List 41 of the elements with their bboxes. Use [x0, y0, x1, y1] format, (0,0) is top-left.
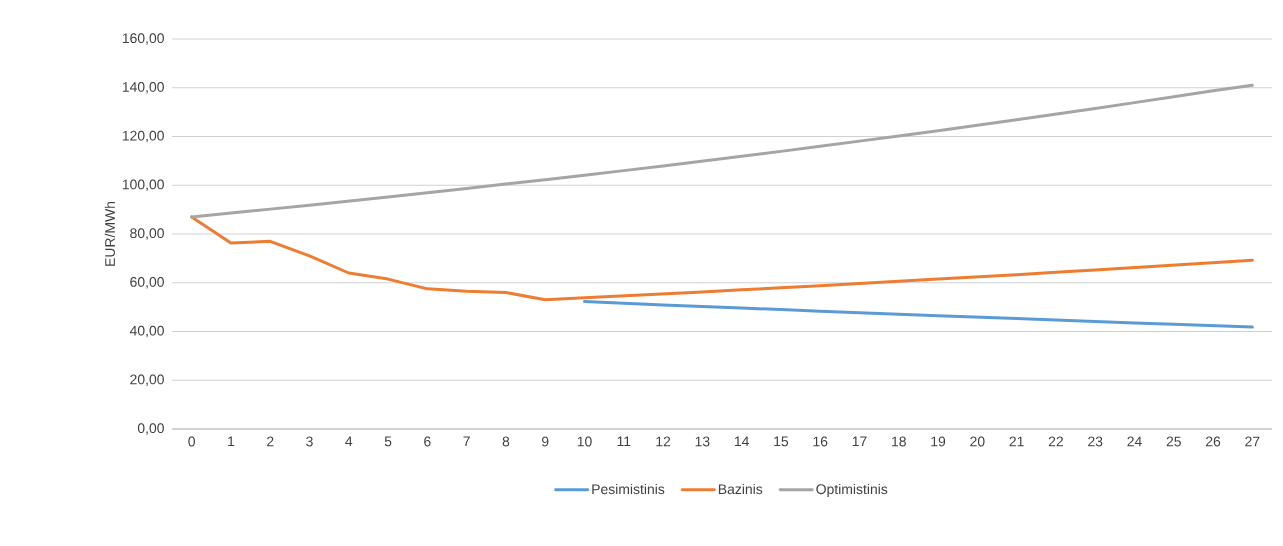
x-tick-label: 5 [384, 436, 392, 447]
x-tick-label: 20 [970, 436, 985, 447]
x-tick-label: 16 [813, 436, 828, 447]
x-tick-label: 22 [1048, 436, 1063, 447]
x-tick-label: 18 [892, 436, 906, 447]
y-tick-label: 20,00 [130, 374, 164, 387]
x-tick-label: 11 [617, 436, 631, 447]
x-tick-label: 14 [734, 436, 749, 447]
y-tick-label: 40,00 [129, 325, 164, 338]
legend-label: Pesimistinis [592, 483, 665, 495]
x-tick-label: 10 [577, 436, 592, 447]
y-tick-label: 100,00 [122, 179, 164, 192]
x-tick-label: 12 [656, 436, 671, 447]
x-tick-label: 15 [774, 436, 789, 447]
y-tick-label: 120,00 [122, 130, 164, 143]
x-tick-label: 19 [931, 436, 946, 447]
x-tick-label: 0 [188, 436, 195, 447]
x-tick-label: 2 [267, 436, 274, 447]
legend-label: Optimistinis [816, 483, 888, 497]
x-tick-label: 7 [463, 436, 470, 447]
x-tick-label: 9 [541, 436, 549, 447]
x-tick-label: 25 [1166, 436, 1181, 447]
y-axis-title: EUR/MWh [104, 201, 115, 266]
y-tick-label: 80,00 [130, 228, 164, 240]
y-tick-label: 60,00 [130, 276, 164, 289]
x-tick-label: 26 [1206, 436, 1221, 447]
x-tick-label: 6 [424, 436, 431, 447]
x-tick-label: 4 [345, 436, 353, 447]
x-tick-label: 17 [852, 436, 867, 447]
x-tick-label: 8 [502, 436, 510, 447]
y-tick-label: 140,00 [122, 81, 164, 94]
y-tick-label: 160,00 [122, 33, 164, 45]
x-tick-label: 3 [306, 436, 313, 447]
x-tick-label: 27 [1245, 436, 1260, 447]
x-tick-label: 24 [1127, 436, 1142, 447]
x-tick-label: 21 [1009, 436, 1024, 447]
x-tick-label: 13 [695, 436, 710, 447]
x-tick-label: 23 [1088, 436, 1103, 447]
x-tick-label: 1 [228, 436, 235, 447]
legend-label: Bazinis [718, 483, 763, 495]
y-tick-label: 0,00 [137, 423, 164, 435]
